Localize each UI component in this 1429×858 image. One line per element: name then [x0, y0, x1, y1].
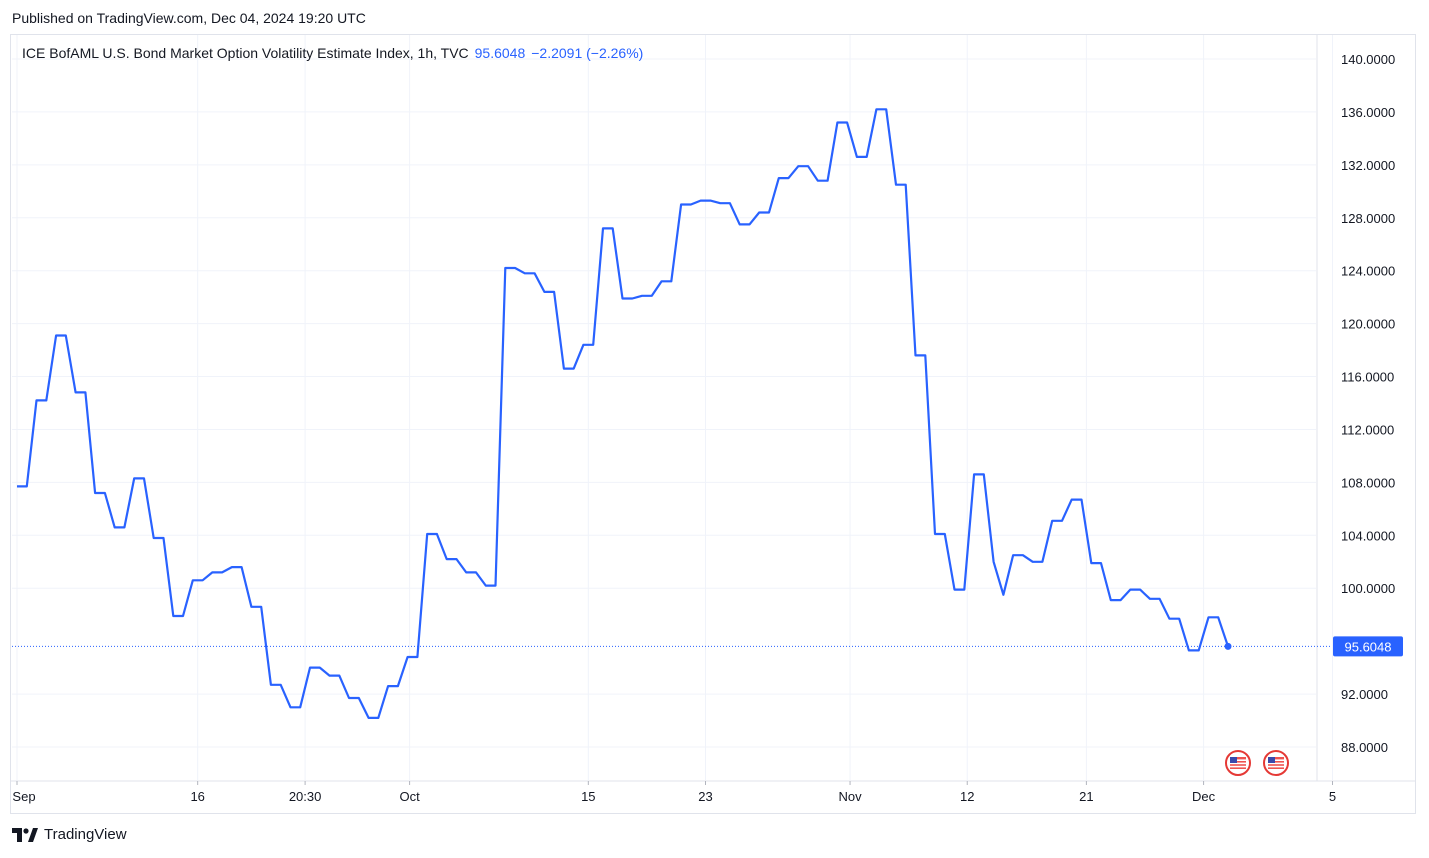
price-tick-label: 116.0000	[1341, 370, 1394, 385]
us-flag-icon[interactable]	[1225, 750, 1251, 776]
price-tick-label: 136.0000	[1341, 105, 1395, 120]
chart-legend[interactable]: ICE BofAML U.S. Bond Market Option Volat…	[22, 45, 643, 61]
last-price-label: 95.6048	[1333, 636, 1403, 657]
price-tick-label: 88.0000	[1341, 740, 1388, 755]
time-tick-label: 16	[190, 789, 204, 804]
price-tick-label: 112.0000	[1341, 422, 1394, 437]
legend-title: ICE BofAML U.S. Bond Market Option Volat…	[22, 45, 469, 61]
last-point-marker	[1224, 642, 1232, 650]
published-caption: Published on TradingView.com, Dec 04, 20…	[12, 10, 366, 26]
price-tick-label: 92.0000	[1341, 687, 1388, 702]
time-tick-label: 23	[698, 789, 712, 804]
time-tick-label: 12	[960, 789, 974, 804]
price-tick-label: 120.0000	[1341, 317, 1395, 332]
legend-value: 95.6048	[474, 45, 526, 61]
time-tick-label: 20:30	[289, 789, 322, 804]
tradingview-logo-icon	[12, 827, 38, 842]
price-tick-label: 100.0000	[1341, 581, 1395, 596]
chart-frame	[10, 34, 1416, 814]
price-tick-label: 140.0000	[1341, 52, 1395, 67]
price-axis[interactable]: 140.0000 136.0000 132.0000 128.0000 124.0000…	[1341, 52, 1395, 755]
legend-change: −2.2091 (−2.26%)	[531, 45, 644, 61]
price-tick-label: 108.0000	[1341, 475, 1395, 490]
time-tick-label: 5	[1329, 789, 1336, 804]
time-tick-label: Sep	[12, 789, 35, 804]
series-line	[17, 108, 1230, 719]
time-axis[interactable]: Sep 16 20:30 Oct 15 23 Nov 12 21 Dec 5	[12, 781, 1336, 804]
time-tick-label: Oct	[399, 789, 420, 804]
time-tick-label: 21	[1079, 789, 1093, 804]
price-tick-label: 124.0000	[1341, 264, 1395, 279]
tradingview-logo[interactable]: TradingView	[12, 826, 127, 843]
price-tick-label: 104.0000	[1341, 528, 1395, 543]
time-tick-label: 15	[581, 789, 595, 804]
time-tick-label: Nov	[838, 789, 862, 804]
us-flag-icon[interactable]	[1263, 750, 1289, 776]
price-tick-label: 132.0000	[1341, 158, 1395, 173]
price-tick-label: 128.0000	[1341, 211, 1395, 226]
grid-lines	[12, 35, 1333, 780]
last-price-text: 95.6048	[1345, 639, 1392, 654]
brand-name: TradingView	[44, 826, 127, 843]
time-tick-label: Dec	[1192, 789, 1216, 804]
